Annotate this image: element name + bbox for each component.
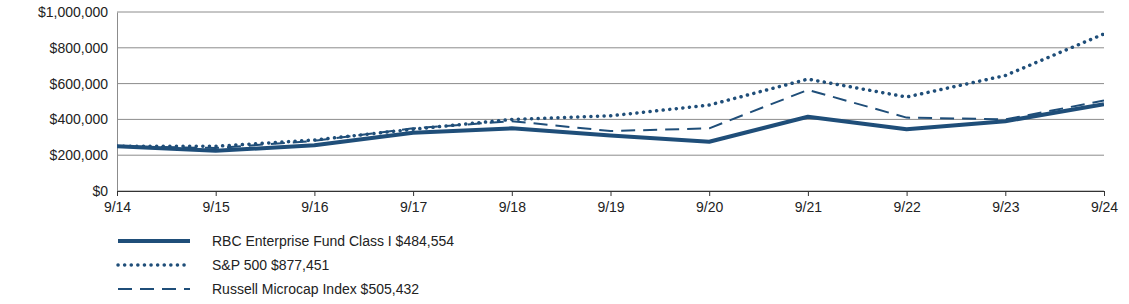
x-tick-label: 9/15 [203, 199, 230, 215]
legend-swatch [118, 263, 190, 267]
x-tick: 9/24 [1091, 191, 1118, 215]
x-tick-mark [512, 191, 513, 196]
x-tick: 9/14 [104, 191, 131, 215]
legend-item: Russell Microcap Index $505,432 [118, 281, 419, 297]
y-tick-label: $1,000,000 [38, 4, 108, 20]
grid-line [117, 119, 1104, 120]
x-tick-label: 9/17 [400, 199, 427, 215]
grid-line [117, 47, 1104, 48]
y-tick: $1,000,000 [38, 4, 117, 20]
series-line [117, 104, 1104, 150]
y-tick-label: $400,000 [50, 111, 109, 127]
x-tick-label: 9/23 [992, 199, 1019, 215]
legend-label: RBC Enterprise Fund Class I $484,554 [212, 233, 454, 249]
x-tick: 9/15 [203, 191, 230, 215]
y-tick-label: $0 [92, 183, 108, 199]
chart: $0 $200,000 $400,000 $600,000 $800,000 $1,000… [0, 0, 1129, 304]
x-tick: 9/21 [795, 191, 822, 215]
y-axis-line [117, 13, 118, 192]
plot: $0 $200,000 $400,000 $600,000 $800,000 $1,000… [38, 4, 1118, 215]
y-tick-label: $600,000 [50, 76, 109, 92]
legend-swatch [118, 288, 190, 290]
x-tick-mark [1005, 191, 1006, 196]
legend-swatch [118, 239, 190, 243]
series-line [117, 34, 1104, 146]
x-tick-mark [907, 191, 908, 196]
y-tick: $0 [92, 183, 117, 199]
y-tick: $800,000 [50, 40, 117, 56]
y-tick: $400,000 [50, 111, 117, 127]
x-tick-mark [117, 191, 118, 196]
y-tick-label: $800,000 [50, 40, 109, 56]
x-tick-label: 9/22 [893, 199, 920, 215]
x-tick-label: 9/20 [696, 199, 723, 215]
x-tick-mark [216, 191, 217, 196]
x-tick-label: 9/14 [104, 199, 131, 215]
x-tick-mark [314, 191, 315, 196]
x-tick-mark [808, 191, 809, 196]
lines [117, 34, 1104, 151]
legend-label: S&P 500 $877,451 [212, 257, 330, 273]
grid [117, 12, 1104, 191]
x-tick-mark [709, 191, 710, 196]
grid-line [117, 12, 1104, 13]
x-tick-label: 9/16 [301, 199, 328, 215]
legend-label: Russell Microcap Index $505,432 [212, 281, 419, 297]
x-tick: 9/17 [400, 191, 427, 215]
x-tick-label: 9/21 [795, 199, 822, 215]
x-axis-line [118, 192, 1105, 197]
x-tick: 9/23 [992, 191, 1019, 215]
x-tick-label: 9/19 [597, 199, 624, 215]
series-line [117, 90, 1104, 148]
x-tick: 9/19 [597, 191, 624, 215]
x-tick: 9/22 [893, 191, 920, 215]
x-tick-label: 9/24 [1091, 199, 1118, 215]
grid-line [117, 83, 1104, 84]
x-tick-label: 9/18 [499, 199, 526, 215]
x-tick-mark [1104, 191, 1105, 196]
x-tick: 9/18 [499, 191, 526, 215]
y-tick: $600,000 [50, 76, 117, 92]
y-tick-label: $200,000 [50, 147, 109, 163]
legend-item: RBC Enterprise Fund Class I $484,554 [118, 233, 454, 249]
x-tick: 9/20 [696, 191, 723, 215]
y-tick: $200,000 [50, 147, 117, 163]
x-axis: 9/14 9/15 9/16 9/17 9/18 9/19 9/20 9/21 9/22 9/23… [104, 191, 1118, 215]
x-tick-mark [413, 191, 414, 196]
legend: RBC Enterprise Fund Class I $484,554 S&P … [118, 233, 454, 297]
y-axis: $0 $200,000 $400,000 $600,000 $800,000 $1,000… [38, 4, 118, 199]
legend-item: S&P 500 $877,451 [118, 257, 330, 273]
grid-line [117, 155, 1104, 156]
x-tick-mark [611, 191, 612, 196]
x-tick: 9/16 [301, 191, 328, 215]
